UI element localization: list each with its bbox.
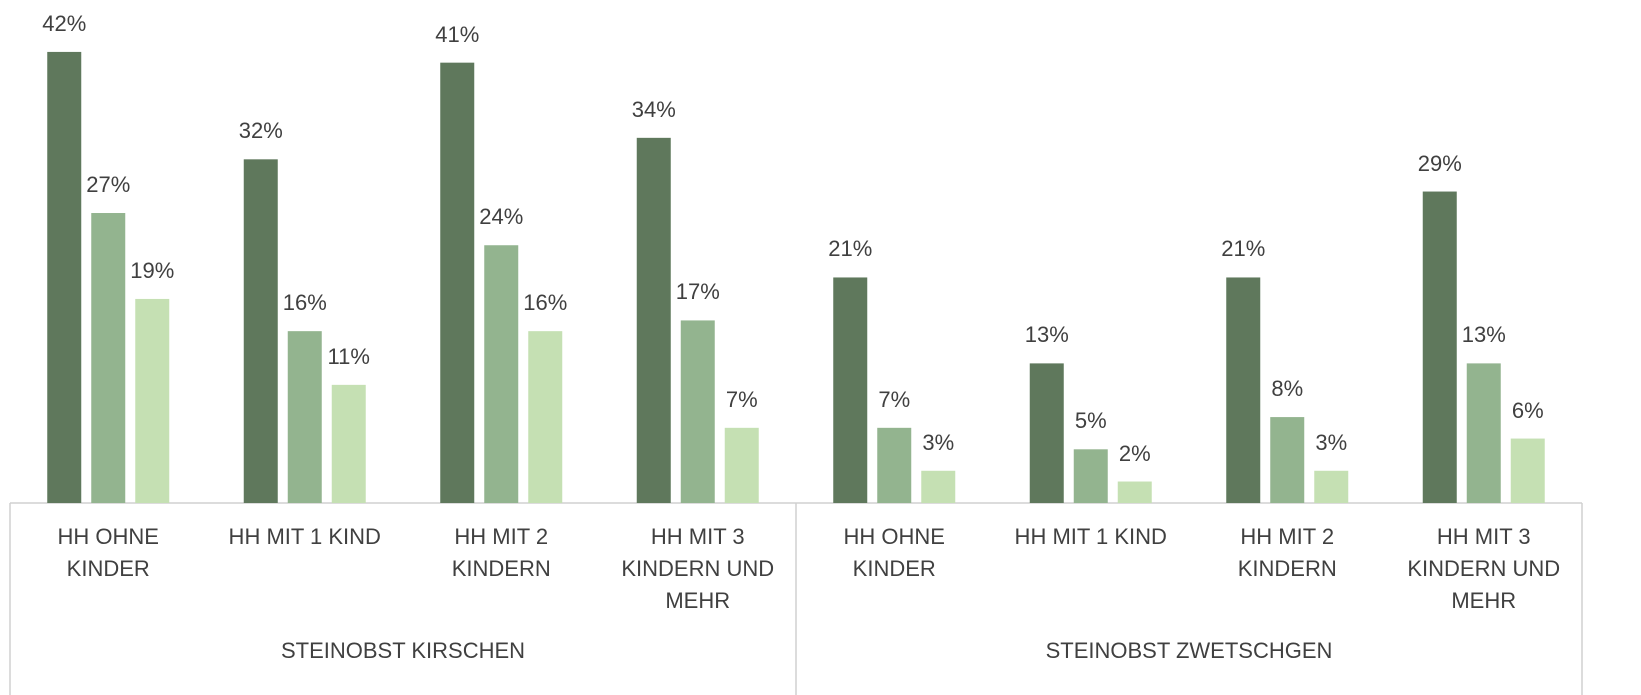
bar [528,331,563,503]
data-label: 17% [675,279,720,305]
bar [1029,363,1064,503]
bar [877,427,912,503]
data-label: 5% [1074,408,1107,434]
data-label: 11% [327,343,370,369]
x-tick-label: HH MIT 3 KINDERN UND MEHR [621,524,775,613]
data-label: 6% [1511,397,1544,423]
bar [680,320,715,503]
x-tick-label: HH MIT 2 KINDERN [1237,524,1337,581]
bar [440,62,475,503]
data-label: 13% [1024,322,1069,348]
data-label: 13% [1461,322,1506,348]
x-tick-label: HH MIT 3 KINDERN UND MEHR [1407,524,1561,613]
bar [833,277,868,503]
data-label: 42% [42,10,87,36]
data-label: 16% [523,290,568,316]
data-label: 41% [435,21,480,47]
bar [1314,470,1349,503]
group-label: STEINOBST KIRSCHEN [280,638,526,663]
bar [1117,481,1152,503]
bar [243,159,278,503]
bar [1422,191,1457,504]
bar [1073,449,1108,503]
data-label: 7% [725,386,758,412]
bar [1226,277,1261,503]
bar [331,384,366,503]
bar [135,298,170,503]
data-label: 34% [631,96,676,122]
data-label: 8% [1271,376,1304,402]
bar [484,245,519,504]
data-label: 3% [922,429,955,455]
data-label: 7% [878,386,911,412]
bar [1466,363,1501,503]
x-tick-label: HH MIT 1 KIND [1014,524,1167,549]
bar [1270,417,1305,503]
data-label: 3% [1315,429,1348,455]
bar [636,137,671,503]
data-label: 2% [1118,440,1151,466]
x-tick-label: HH OHNE KINDER [843,524,945,581]
bar [47,51,82,504]
group-label: STEINOBST ZWETSCHGEN [1045,638,1333,663]
data-label: 19% [130,257,175,283]
data-label: 21% [1221,236,1266,262]
data-label: 32% [238,118,283,144]
data-label: 29% [1417,150,1462,176]
bar [724,427,759,503]
bar [91,213,126,503]
data-label: 21% [828,236,873,262]
bar [921,470,956,503]
bar [287,331,322,503]
data-label: 27% [86,172,131,198]
x-tick-label: HH MIT 2 KINDERN [451,524,551,581]
bar [1510,438,1545,503]
data-label: 24% [479,204,524,230]
x-tick-label: HH OHNE KINDER [57,524,159,581]
data-label: 16% [282,290,327,316]
x-tick-label: HH MIT 1 KIND [228,524,381,549]
